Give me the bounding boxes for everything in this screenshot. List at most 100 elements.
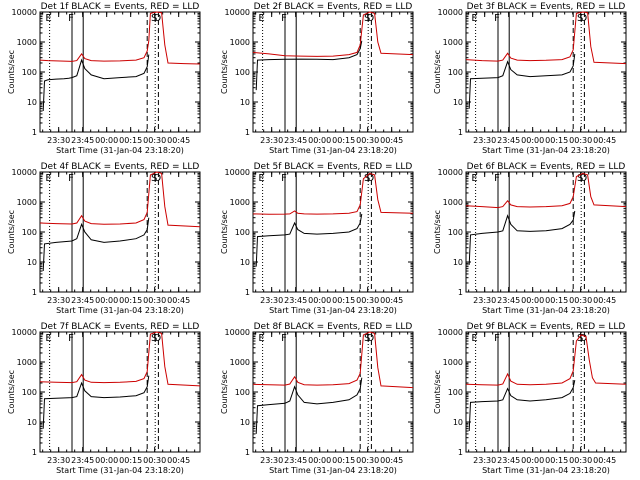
panel-title: Det 7f BLACK = Events, RED = LLD <box>41 322 200 332</box>
y-tick-label: 1 <box>458 288 463 297</box>
x-tick-label: 00:45 <box>593 136 616 145</box>
event-marker-label: S <box>577 173 583 184</box>
y-tick-label: 1000 <box>230 198 250 207</box>
y-tick-label: 1 <box>32 448 37 457</box>
series-line-lld <box>465 334 627 386</box>
y-tick-label: 10 <box>27 98 37 107</box>
y-tick-label: 1000 <box>443 358 463 367</box>
y-tick-label: 10000 <box>438 168 463 177</box>
x-tick-label: 00:45 <box>380 456 403 465</box>
series-line-events <box>255 377 363 434</box>
y-tick-label: 1000 <box>17 38 37 47</box>
y-axis-title: Counts/sec <box>433 370 442 414</box>
event-marker-label: E <box>45 13 51 24</box>
event-marker-label: F <box>68 173 74 184</box>
event-marker-label: E <box>471 173 477 184</box>
x-axis-title: Start Time (31-Jan-04 23:18:20) <box>269 306 397 315</box>
x-tick-label: 00:30 <box>569 296 592 305</box>
x-tick-label: 00:30 <box>356 136 379 145</box>
x-tick-label: 00:15 <box>332 456 355 465</box>
x-axis-title: Start Time (31-Jan-04 23:18:20) <box>482 306 610 315</box>
x-tick-label: 00:30 <box>569 136 592 145</box>
event-marker-label: D <box>580 13 588 24</box>
x-tick-label: 00:00 <box>95 456 118 465</box>
event-marker-label: F <box>494 173 500 184</box>
event-marker-label: F <box>281 173 287 184</box>
series-line-lld <box>39 171 201 228</box>
y-tick-label: 1 <box>32 128 37 137</box>
panel-title: Det 4f BLACK = Events, RED = LLD <box>41 162 200 172</box>
event-marker-label: S <box>364 333 370 344</box>
x-tick-label: 00:00 <box>521 456 544 465</box>
y-axis-title: Counts/sec <box>7 50 16 94</box>
x-tick-label: 00:15 <box>119 136 142 145</box>
x-tick-label: 00:45 <box>167 136 190 145</box>
x-tick-label: 23:30 <box>47 456 70 465</box>
event-marker-label: E <box>258 13 264 24</box>
y-tick-label: 100 <box>235 68 250 77</box>
event-marker-label: E <box>258 173 264 184</box>
x-axis-title: Start Time (31-Jan-04 23:18:20) <box>269 146 397 155</box>
x-axis-title: Start Time (31-Jan-04 23:18:20) <box>482 146 610 155</box>
y-tick-label: 1 <box>245 128 250 137</box>
event-marker-label: S <box>364 173 370 184</box>
panel-9: Det 9f BLACK = Events, RED = LLD 1 10 100 10… <box>433 322 627 475</box>
x-tick-label: 00:45 <box>167 296 190 305</box>
y-tick-label: 1000 <box>443 38 463 47</box>
y-tick-label: 1000 <box>230 38 250 47</box>
series-line-lld <box>252 11 414 57</box>
event-marker-label: F <box>281 13 287 24</box>
y-tick-label: 10000 <box>438 8 463 17</box>
y-tick-label: 100 <box>22 228 37 237</box>
plot-frame <box>252 11 414 133</box>
x-tick-label: 23:45 <box>284 456 307 465</box>
panel-5: Det 5f BLACK = Events, RED = LLD 1 10 100 10… <box>220 162 414 315</box>
x-tick-label: 23:30 <box>473 136 496 145</box>
panel-8: Det 8f BLACK = Events, RED = LLD 1 10 100 10… <box>220 322 414 475</box>
y-axis-title: Counts/sec <box>7 370 16 414</box>
panel-title: Det 3f BLACK = Events, RED = LLD <box>467 2 626 12</box>
x-tick-label: 23:45 <box>284 136 307 145</box>
event-marker-label: D <box>580 173 588 184</box>
event-marker-label: F <box>68 13 74 24</box>
y-tick-label: 10 <box>27 418 37 427</box>
x-tick-label: 23:45 <box>284 296 307 305</box>
y-tick-label: 100 <box>22 68 37 77</box>
panel-6: Det 6f BLACK = Events, RED = LLD 1 10 100 10… <box>433 162 627 315</box>
x-tick-label: 00:30 <box>356 456 379 465</box>
event-marker-label: S <box>151 173 157 184</box>
x-tick-label: 23:30 <box>47 136 70 145</box>
x-tick-label: 23:45 <box>497 456 520 465</box>
plot-frame <box>39 171 201 293</box>
event-marker-label: E <box>45 333 51 344</box>
y-tick-label: 1 <box>245 288 250 297</box>
y-tick-label: 10 <box>240 98 250 107</box>
series-line-lld <box>465 172 627 209</box>
y-tick-label: 1000 <box>230 358 250 367</box>
y-tick-label: 1 <box>245 448 250 457</box>
y-tick-label: 100 <box>448 68 463 77</box>
series-line-lld <box>465 11 627 65</box>
x-tick-label: 23:45 <box>497 136 520 145</box>
y-tick-label: 10000 <box>225 8 250 17</box>
x-axis-title: Start Time (31-Jan-04 23:18:20) <box>269 466 397 475</box>
y-tick-label: 10 <box>453 258 463 267</box>
event-marker-label: F <box>494 333 500 344</box>
event-marker-label: D <box>154 13 162 24</box>
x-axis-title: Start Time (31-Jan-04 23:18:20) <box>56 146 184 155</box>
y-tick-label: 10000 <box>225 328 250 337</box>
x-tick-label: 23:45 <box>71 456 94 465</box>
event-marker-label: D <box>367 13 375 24</box>
x-tick-label: 00:30 <box>569 456 592 465</box>
x-tick-label: 23:30 <box>473 296 496 305</box>
y-tick-label: 10 <box>27 258 37 267</box>
y-tick-label: 1000 <box>17 358 37 367</box>
x-tick-label: 00:00 <box>308 136 331 145</box>
x-tick-label: 00:15 <box>545 136 568 145</box>
x-tick-label: 23:45 <box>71 296 94 305</box>
y-tick-label: 100 <box>235 388 250 397</box>
y-tick-label: 10 <box>240 418 250 427</box>
event-marker-label: S <box>364 13 370 24</box>
x-tick-label: 00:45 <box>380 136 403 145</box>
plot-frame <box>465 171 627 293</box>
